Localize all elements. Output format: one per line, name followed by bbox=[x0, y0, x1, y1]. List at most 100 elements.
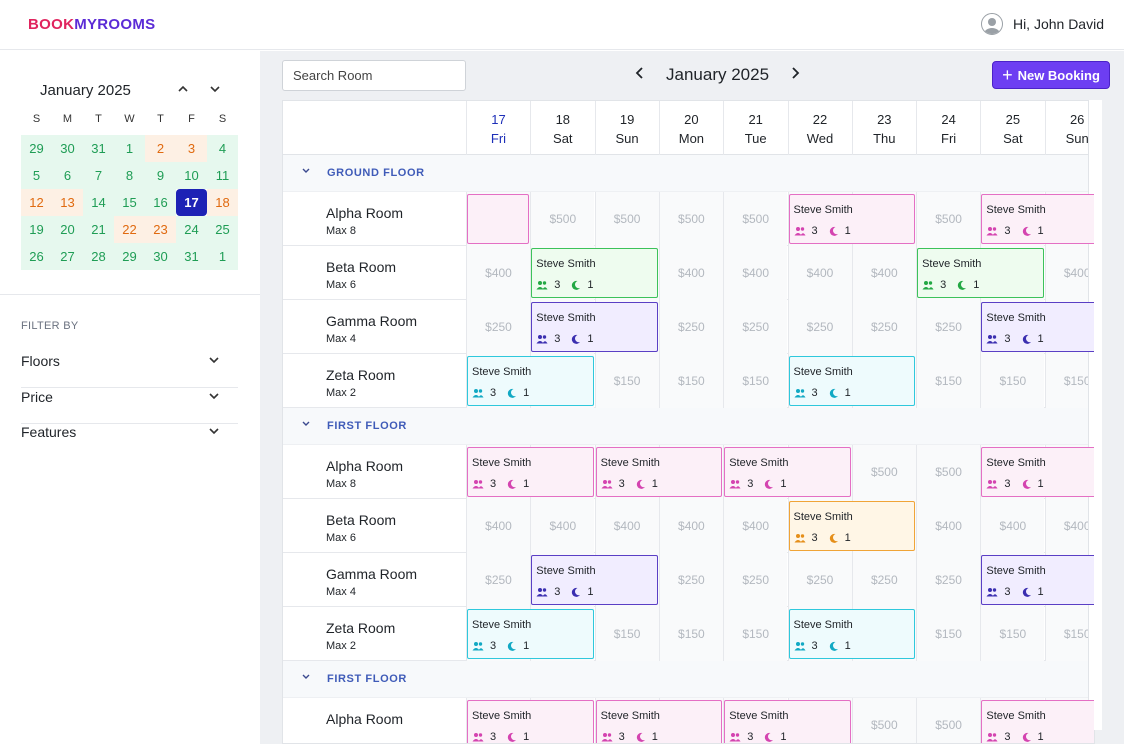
mini-calendar-day[interactable]: 30 bbox=[145, 243, 176, 270]
prev-month-button[interactable] bbox=[630, 65, 650, 85]
mini-calendar-day[interactable]: 24 bbox=[176, 216, 207, 243]
price-cell[interactable]: $400 bbox=[851, 246, 916, 300]
floor-group-header[interactable]: FIRST FLOOR bbox=[283, 661, 1094, 698]
price-cell[interactable]: $250 bbox=[787, 300, 852, 354]
mini-calendar-day[interactable]: 19 bbox=[21, 216, 52, 243]
price-cell[interactable]: $250 bbox=[787, 553, 852, 607]
booking-block[interactable]: Steve Smith 3 1 bbox=[981, 700, 1094, 743]
price-cell[interactable]: $500 bbox=[916, 192, 981, 246]
booking-block[interactable]: Steve Smith 3 1 bbox=[788, 501, 916, 551]
mini-calendar-day[interactable]: 7 bbox=[83, 162, 114, 189]
booking-block[interactable]: Steve Smith 3 1 bbox=[467, 700, 594, 743]
price-cell[interactable]: $400 bbox=[787, 246, 852, 300]
price-cell[interactable]: $250 bbox=[916, 300, 981, 354]
booking-block[interactable]: Steve Smith 3 1 bbox=[724, 700, 851, 743]
day-column-header[interactable]: 23 Thu bbox=[851, 101, 916, 155]
next-month-button[interactable] bbox=[785, 65, 805, 85]
price-cell[interactable]: $400 bbox=[530, 499, 595, 553]
price-cell[interactable]: $250 bbox=[658, 300, 723, 354]
day-column-header[interactable]: 25 Sat bbox=[980, 101, 1044, 155]
brand-logo[interactable]: BOOKMYROOMS bbox=[28, 16, 155, 33]
price-cell[interactable]: $400 bbox=[1044, 499, 1094, 553]
price-cell[interactable]: $400 bbox=[594, 499, 659, 553]
price-cell[interactable]: $500 bbox=[594, 192, 659, 246]
price-cell[interactable]: $400 bbox=[980, 499, 1045, 553]
day-column-header[interactable]: 20 Mon bbox=[658, 101, 723, 155]
new-booking-button[interactable]: + New Booking bbox=[992, 61, 1110, 89]
price-cell[interactable]: $250 bbox=[466, 300, 530, 354]
price-cell[interactable]: $150 bbox=[658, 607, 723, 661]
mini-calendar-day[interactable]: 26 bbox=[21, 243, 52, 270]
mini-calendar-day[interactable]: 13 bbox=[52, 189, 83, 216]
mini-calendar-day[interactable]: 28 bbox=[83, 243, 114, 270]
price-cell[interactable]: $250 bbox=[658, 553, 723, 607]
price-cell[interactable]: $150 bbox=[594, 607, 659, 661]
price-cell[interactable]: $150 bbox=[1044, 354, 1094, 408]
mini-calendar-next-button[interactable] bbox=[209, 82, 221, 99]
price-cell[interactable]: $400 bbox=[658, 246, 723, 300]
price-cell[interactable]: $500 bbox=[851, 445, 916, 499]
mini-calendar-day[interactable]: 3 bbox=[176, 135, 207, 162]
booking-block[interactable]: Steve Smith 3 1 bbox=[531, 555, 658, 605]
mini-calendar-day[interactable]: 30 bbox=[52, 135, 83, 162]
search-room-input[interactable] bbox=[282, 60, 466, 91]
price-cell[interactable]: $250 bbox=[723, 300, 788, 354]
mini-calendar-day[interactable]: 20 bbox=[52, 216, 83, 243]
price-cell[interactable]: $400 bbox=[916, 499, 981, 553]
price-cell[interactable]: $150 bbox=[916, 607, 981, 661]
floor-group-header[interactable]: GROUND FLOOR bbox=[283, 155, 1094, 192]
price-cell[interactable]: $400 bbox=[1044, 246, 1094, 300]
booking-block[interactable]: Steve Smith 3 1 bbox=[981, 194, 1094, 244]
price-cell[interactable]: $250 bbox=[851, 300, 916, 354]
booking-block[interactable]: Steve Smith 3 1 bbox=[467, 609, 594, 659]
mini-calendar-day[interactable]: 14 bbox=[83, 189, 114, 216]
booking-block[interactable] bbox=[467, 194, 530, 244]
price-cell[interactable]: $500 bbox=[916, 698, 981, 743]
mini-calendar-day[interactable]: 25 bbox=[207, 216, 238, 243]
price-cell[interactable]: $150 bbox=[723, 354, 788, 408]
mini-calendar-day[interactable]: 9 bbox=[145, 162, 176, 189]
price-cell[interactable]: $500 bbox=[723, 192, 788, 246]
price-cell[interactable]: $400 bbox=[466, 499, 530, 553]
booking-block[interactable]: Steve Smith 3 1 bbox=[595, 447, 723, 497]
booking-block[interactable]: Steve Smith 3 1 bbox=[595, 700, 723, 743]
day-column-header[interactable]: 22 Wed bbox=[787, 101, 852, 155]
price-cell[interactable]: $500 bbox=[530, 192, 595, 246]
price-cell[interactable]: $150 bbox=[594, 354, 659, 408]
mini-calendar-day[interactable]: 29 bbox=[114, 243, 145, 270]
filter-features[interactable]: Features bbox=[21, 423, 238, 459]
price-cell[interactable]: $400 bbox=[658, 499, 723, 553]
price-cell[interactable]: $250 bbox=[723, 553, 788, 607]
day-column-header[interactable]: 19 Sun bbox=[594, 101, 659, 155]
day-column-header[interactable]: 17 Fri bbox=[466, 101, 530, 155]
day-column-header[interactable]: 21 Tue bbox=[723, 101, 787, 155]
price-cell[interactable]: $150 bbox=[980, 354, 1045, 408]
price-cell[interactable]: $500 bbox=[851, 698, 916, 743]
booking-block[interactable]: Steve Smith 3 1 bbox=[981, 555, 1094, 605]
day-column-header[interactable]: 18 Sat bbox=[530, 101, 594, 155]
booking-block[interactable]: Steve Smith 3 1 bbox=[917, 248, 1044, 298]
filter-floors[interactable]: Floors bbox=[21, 352, 238, 388]
price-cell[interactable]: $150 bbox=[916, 354, 981, 408]
price-cell[interactable]: $400 bbox=[723, 246, 788, 300]
mini-calendar-day[interactable]: 12 bbox=[21, 189, 52, 216]
price-cell[interactable]: $150 bbox=[1044, 607, 1094, 661]
mini-calendar-day[interactable]: 6 bbox=[52, 162, 83, 189]
mini-calendar-day[interactable]: 2 bbox=[145, 135, 176, 162]
booking-block[interactable]: Steve Smith 3 1 bbox=[467, 356, 594, 406]
mini-calendar-day[interactable]: 31 bbox=[83, 135, 114, 162]
booking-block[interactable]: Steve Smith 3 1 bbox=[467, 447, 594, 497]
mini-calendar-day[interactable]: 5 bbox=[21, 162, 52, 189]
day-column-header[interactable]: 24 Fri bbox=[916, 101, 980, 155]
mini-calendar-day[interactable]: 15 bbox=[114, 189, 145, 216]
mini-calendar-day[interactable]: 1 bbox=[207, 243, 238, 270]
booking-block[interactable]: Steve Smith 3 1 bbox=[788, 609, 916, 659]
mini-calendar-day[interactable]: 4 bbox=[207, 135, 238, 162]
price-cell[interactable]: $150 bbox=[658, 354, 723, 408]
booking-block[interactable]: Steve Smith 3 1 bbox=[724, 447, 851, 497]
mini-calendar-day[interactable]: 1 bbox=[114, 135, 145, 162]
mini-calendar-day[interactable]: 29 bbox=[21, 135, 52, 162]
mini-calendar-day[interactable]: 23 bbox=[145, 216, 176, 243]
mini-calendar-prev-button[interactable] bbox=[177, 82, 189, 99]
mini-calendar-day[interactable]: 18 bbox=[207, 189, 238, 216]
